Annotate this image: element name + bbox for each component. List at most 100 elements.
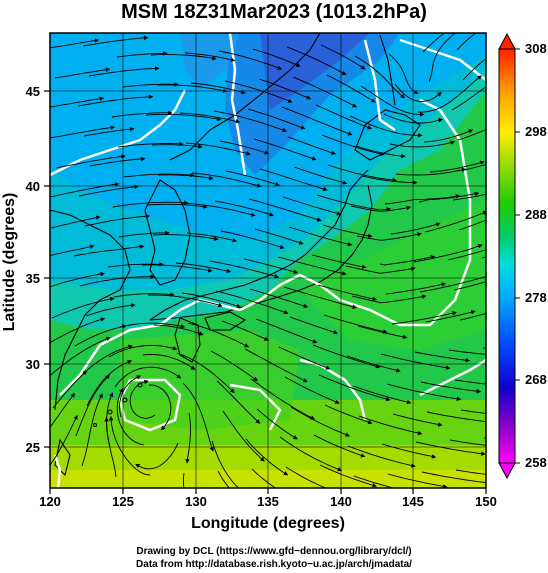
streamline <box>254 228 304 245</box>
x-tick-label: 120 <box>39 494 61 509</box>
streamline <box>425 309 476 323</box>
streamline <box>181 292 242 309</box>
credit-drawing: Drawing by DCL (https://www.gfd−dennou.o… <box>136 546 412 557</box>
colorbar-label: 278 <box>525 290 547 305</box>
streamline <box>156 84 228 93</box>
streamline <box>356 232 422 241</box>
streamline <box>135 442 179 470</box>
streamline <box>108 344 178 358</box>
streamline <box>452 193 486 201</box>
streamline <box>487 186 546 198</box>
y-tick-label: 25 <box>26 440 40 455</box>
streamline <box>256 408 298 440</box>
streamline <box>116 51 168 58</box>
streamline <box>112 200 189 208</box>
streamline <box>123 172 195 178</box>
streamline <box>151 144 203 149</box>
streamline <box>50 392 75 429</box>
x-axis-label: Longitude (degrees) <box>191 515 345 532</box>
colorbar-label: 308 <box>525 41 547 56</box>
streamline <box>114 366 182 388</box>
streamline <box>420 381 482 394</box>
streamline <box>253 138 317 161</box>
streamline <box>150 54 217 61</box>
streamline <box>453 281 486 291</box>
streamline <box>485 107 486 108</box>
streamline <box>75 374 110 437</box>
streamline <box>379 255 436 266</box>
colorbar-label: 288 <box>525 207 547 222</box>
x-tick-label: 125 <box>112 494 134 509</box>
x-tick-label: 135 <box>257 494 279 509</box>
streamline <box>255 318 318 344</box>
streamline <box>73 244 145 257</box>
streamline <box>317 284 378 302</box>
streamline <box>277 256 347 276</box>
streamline <box>293 166 348 185</box>
streamline <box>185 412 191 464</box>
streamline <box>384 194 461 205</box>
y-axis-label: Latitude (degrees) <box>1 193 18 332</box>
streamline <box>360 85 425 117</box>
streamline <box>50 317 106 344</box>
streamline <box>82 35 149 47</box>
streamline <box>418 191 480 203</box>
streamline <box>392 413 443 427</box>
streamline <box>83 127 135 137</box>
streamline <box>327 164 397 183</box>
streamline <box>88 66 160 77</box>
streamline <box>186 232 238 243</box>
streamline <box>107 262 164 268</box>
streamline <box>184 52 236 62</box>
streamline <box>182 382 214 452</box>
streamline <box>421 471 486 484</box>
streamline <box>129 379 156 419</box>
streamline <box>287 136 336 155</box>
streamline <box>387 473 448 488</box>
x-tick-label: 140 <box>330 494 352 509</box>
streamline <box>219 140 270 155</box>
streamline <box>315 104 373 130</box>
streamline <box>347 445 416 468</box>
streamline <box>152 234 219 241</box>
x-tick-label: 145 <box>402 494 424 509</box>
streamline <box>50 271 105 288</box>
streamline <box>353 475 396 488</box>
streamline <box>286 46 347 76</box>
streamline <box>355 145 406 159</box>
streamline <box>463 164 486 171</box>
streamline <box>78 184 140 197</box>
streamline <box>322 224 373 238</box>
streamline <box>249 288 309 308</box>
streamline <box>451 86 486 111</box>
streamline <box>279 436 343 472</box>
streamline <box>357 325 408 340</box>
x-tick-label: 130 <box>185 494 207 509</box>
streamline <box>351 294 427 304</box>
streamline <box>289 316 339 335</box>
streamline <box>349 115 423 138</box>
streamline <box>220 230 285 250</box>
streamline <box>319 464 377 488</box>
streamline <box>85 303 136 317</box>
streamline <box>391 311 457 325</box>
streamline <box>74 324 127 347</box>
streamline <box>454 379 486 385</box>
streamline <box>50 336 111 377</box>
streamline <box>209 260 279 279</box>
streamline <box>389 140 456 148</box>
streamline <box>50 215 101 229</box>
streamline <box>50 96 105 108</box>
streamline <box>292 76 358 108</box>
streamline <box>104 417 117 478</box>
streamline <box>222 410 265 462</box>
streamline <box>429 160 485 173</box>
streamline <box>50 125 115 139</box>
streamline <box>50 414 78 466</box>
streamline <box>210 350 259 382</box>
streamline <box>142 354 196 370</box>
y-tick-label: 30 <box>26 357 40 372</box>
streamline <box>422 33 445 53</box>
streamline <box>413 244 483 263</box>
streamline <box>243 258 299 274</box>
